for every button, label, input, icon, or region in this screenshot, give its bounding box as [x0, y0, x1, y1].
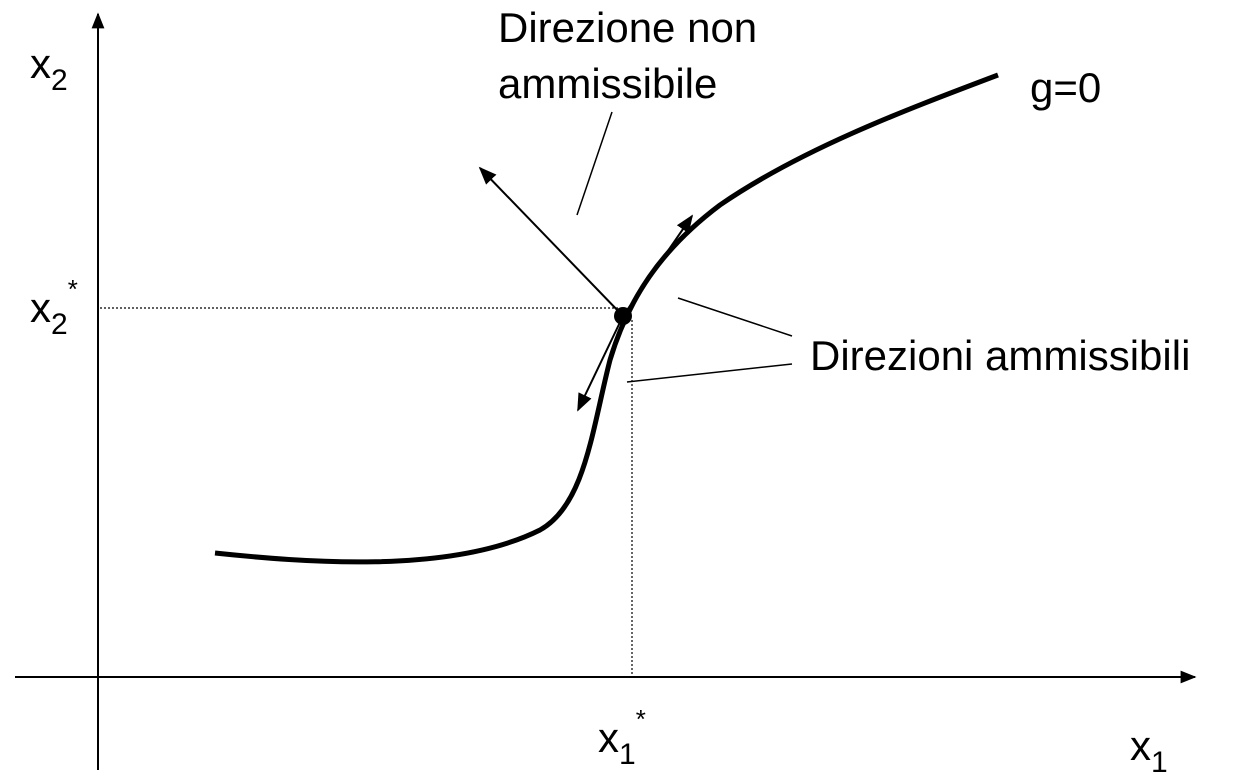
pointer-line [677, 297, 793, 337]
label-sub: 2 [51, 64, 68, 97]
direction-arrow [622, 214, 694, 317]
label-sub: 1 [1151, 746, 1168, 774]
curve-label: g=0 [1030, 64, 1101, 111]
label-base: x [1130, 722, 1151, 769]
x2-star-label: x2* [30, 274, 78, 341]
label-sup: * [68, 274, 78, 304]
label-sup: * [636, 704, 646, 734]
label-sub: 2 [51, 308, 68, 341]
constraint-curve [214, 72, 999, 565]
point [614, 307, 632, 325]
label-sub: 1 [619, 738, 636, 771]
direction-arrow [478, 166, 624, 317]
x1-star-label: x1* [598, 704, 646, 771]
infeasible-label: Direzione non [498, 4, 757, 51]
label-base: x [598, 714, 619, 761]
x-axis-label: x1 [1130, 722, 1168, 774]
feasible-label: Direzioni ammissibili [810, 332, 1190, 379]
direction-arrow [577, 315, 624, 412]
label-base: x [30, 284, 51, 331]
pointer-line [626, 363, 793, 383]
label-base: x [30, 40, 51, 87]
infeasible-label: ammissibile [498, 60, 717, 107]
y-axis-label: x2 [30, 40, 68, 97]
pointer-line [576, 111, 613, 216]
